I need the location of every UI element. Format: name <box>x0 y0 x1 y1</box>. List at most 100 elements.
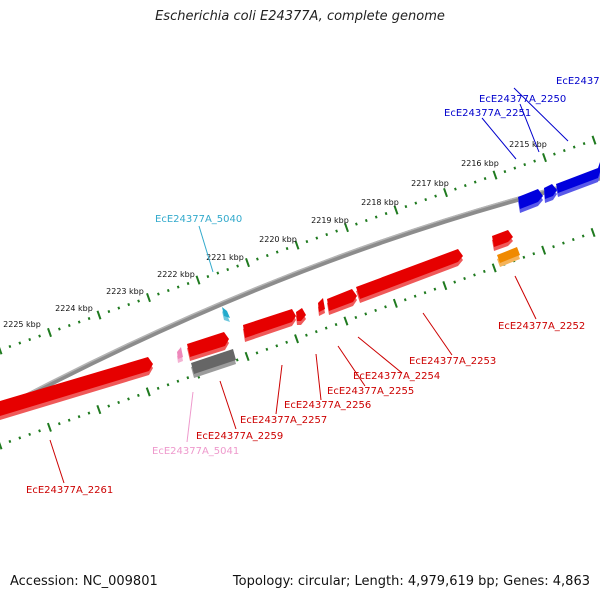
outer-tick <box>195 275 201 285</box>
gene-2252[interactable] <box>497 247 520 263</box>
gene-label[interactable]: EcE24377A_2251 <box>444 108 531 119</box>
inner-tick <box>0 442 3 450</box>
gene-label-leader <box>337 345 366 387</box>
inner-tick <box>28 432 32 436</box>
outer-tick <box>47 327 52 338</box>
gene-label-leader <box>519 103 540 153</box>
inner-tick <box>265 347 269 351</box>
outer-tick <box>305 240 309 244</box>
outer-tick <box>176 285 180 289</box>
outer-tick <box>492 170 498 180</box>
outer-tick <box>393 205 399 215</box>
outer-tick <box>236 264 239 268</box>
gene-label[interactable]: EcE24377A_5040 <box>155 214 242 225</box>
gene-2259[interactable] <box>187 332 229 357</box>
inner-tick <box>571 238 575 242</box>
inner-tick <box>562 241 565 245</box>
inner-tick <box>176 379 180 383</box>
outer-tick <box>454 187 457 191</box>
inner-tick <box>285 340 289 344</box>
outer-tick <box>38 334 41 338</box>
outer-tick <box>315 236 319 240</box>
gene-label[interactable]: EcE24377A_2256 <box>284 400 371 411</box>
gene-label-leader <box>357 336 403 374</box>
outer-tick <box>8 344 12 349</box>
kbp-label: 2224 kbp <box>55 304 93 313</box>
gene-2257[interactable] <box>243 309 296 338</box>
outer-tick <box>216 271 220 275</box>
gene-2252-red[interactable] <box>492 230 513 247</box>
gene-label[interactable]: EcE24377A_2250 <box>479 94 566 105</box>
inner-tick <box>186 376 190 380</box>
inner-tick <box>166 383 170 387</box>
gene-label-leader <box>481 117 517 160</box>
kbp-label: 2218 kbp <box>361 198 399 207</box>
gene-5040[interactable] <box>222 307 230 318</box>
gene-label[interactable]: EcE24377A_5041 <box>152 446 239 457</box>
gene-2253[interactable] <box>356 249 463 299</box>
outer-tick <box>58 327 61 331</box>
gene-2251[interactable] <box>518 189 543 209</box>
gene-2261[interactable] <box>0 357 153 416</box>
kbp-label: 2221 kbp <box>206 253 244 262</box>
inner-tick <box>67 418 71 422</box>
inner-tick <box>294 334 299 344</box>
inner-tick <box>590 227 596 238</box>
inner-tick <box>552 245 555 249</box>
gene-label[interactable]: EcE24377A_2255 <box>327 386 414 397</box>
gene-5041[interactable] <box>177 347 183 359</box>
inner-tick <box>324 326 328 330</box>
kbp-label: 2225 kbp <box>3 320 41 329</box>
outer-tick <box>364 219 368 223</box>
outer-tick <box>325 233 329 237</box>
inner-tick <box>87 411 91 415</box>
genome-title: Escherichia coli E24377A, complete genom… <box>155 9 445 24</box>
inner-tick <box>541 245 547 255</box>
inner-tick <box>374 308 377 312</box>
gene-2259-gray[interactable] <box>191 349 236 374</box>
inner-tick <box>57 422 61 426</box>
topology-text: Topology: circular; Length: 4,979,619 bp… <box>232 574 590 589</box>
inner-tick <box>473 273 476 277</box>
outer-tick <box>77 320 81 324</box>
gene-label[interactable]: EcE24377A_2259 <box>196 431 283 442</box>
outer-tick <box>117 306 121 310</box>
gene-label[interactable]: EcE24377A_2249 <box>556 76 600 87</box>
genome-backbone-highlight <box>0 175 600 409</box>
gene-2256[interactable] <box>296 308 306 321</box>
gene-2255[interactable] <box>318 298 325 312</box>
gene-label[interactable]: EcE24377A_2253 <box>409 356 496 367</box>
inner-tick <box>235 358 239 362</box>
outer-tick <box>463 184 467 188</box>
outer-tick <box>384 212 388 216</box>
inner-tick <box>314 330 318 334</box>
gene-2254[interactable] <box>327 289 357 311</box>
outer-tick <box>146 292 151 303</box>
outer-tick <box>414 201 418 205</box>
inner-tick <box>275 344 279 348</box>
inner-tick <box>482 269 486 274</box>
outer-tick <box>424 198 428 202</box>
inner-tick <box>433 287 437 291</box>
gene-label[interactable]: EcE24377A_2257 <box>240 415 327 426</box>
gene-label[interactable]: EcE24377A_2252 <box>498 321 585 332</box>
inner-tick <box>127 397 130 401</box>
inner-tick <box>137 393 140 397</box>
inner-tick <box>354 315 358 320</box>
outer-tick <box>443 188 448 198</box>
gene-label[interactable]: EcE24377A_2261 <box>26 485 113 496</box>
inner-tick <box>522 255 526 259</box>
inner-tick <box>343 316 349 326</box>
gene-label[interactable]: EcE24377A_2254 <box>353 371 440 382</box>
inner-tick <box>384 305 387 309</box>
inner-tick <box>46 422 52 432</box>
outer-tick <box>87 316 91 321</box>
inner-tick <box>453 280 457 284</box>
gene-2250[interactable] <box>544 184 557 199</box>
inner-tick <box>442 281 448 291</box>
gene-2249[interactable] <box>556 162 600 193</box>
inner-tick <box>18 436 22 440</box>
outer-tick <box>374 215 378 219</box>
inner-tick <box>145 387 151 397</box>
inner-tick <box>117 400 120 405</box>
